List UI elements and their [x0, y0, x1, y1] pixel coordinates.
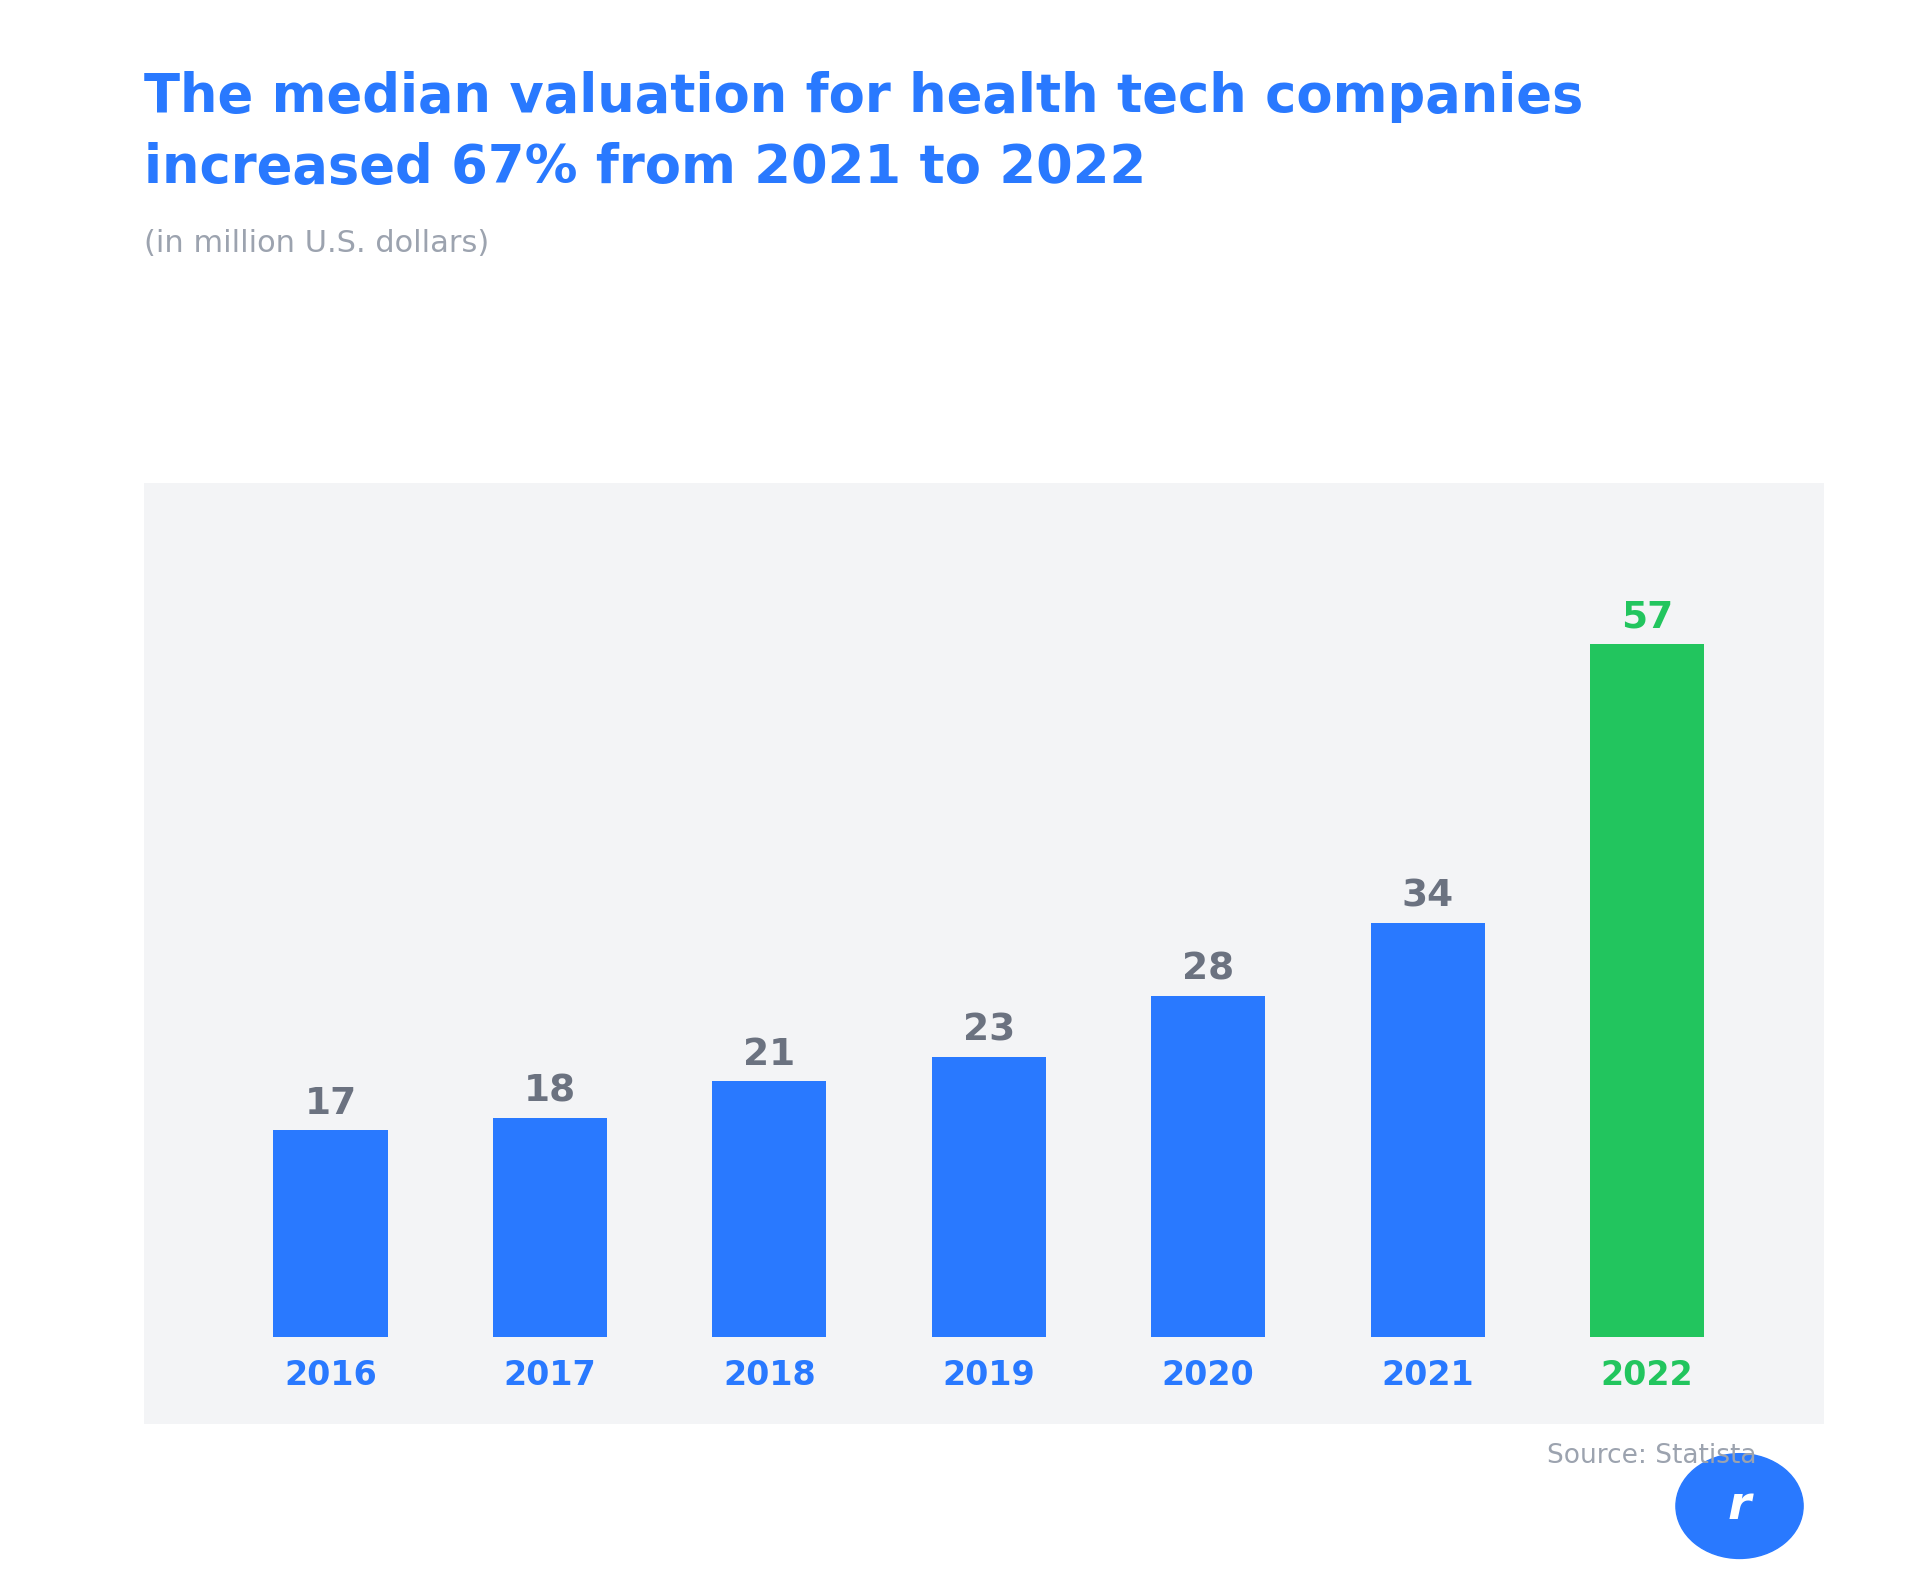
Circle shape — [1676, 1454, 1803, 1558]
Text: 28: 28 — [1183, 952, 1235, 987]
Text: 57: 57 — [1620, 600, 1672, 634]
Text: 34: 34 — [1402, 880, 1453, 914]
Bar — [1590, 644, 1705, 1337]
Bar — [273, 1130, 388, 1337]
Bar — [493, 1118, 607, 1337]
Text: The median valuation for health tech companies: The median valuation for health tech com… — [144, 71, 1584, 123]
Text: Source: Statista: Source: Statista — [1548, 1443, 1757, 1468]
Text: (in million U.S. dollars): (in million U.S. dollars) — [144, 229, 490, 258]
Bar — [712, 1082, 826, 1337]
Bar — [1152, 997, 1265, 1337]
Text: r: r — [1728, 1484, 1751, 1528]
Bar — [1371, 924, 1484, 1337]
Text: 18: 18 — [524, 1074, 576, 1109]
Text: increased 67% from 2021 to 2022: increased 67% from 2021 to 2022 — [144, 142, 1146, 195]
Text: 21: 21 — [743, 1036, 795, 1073]
Text: 23: 23 — [962, 1012, 1016, 1049]
Bar — [931, 1057, 1046, 1337]
Text: 17: 17 — [305, 1085, 357, 1122]
